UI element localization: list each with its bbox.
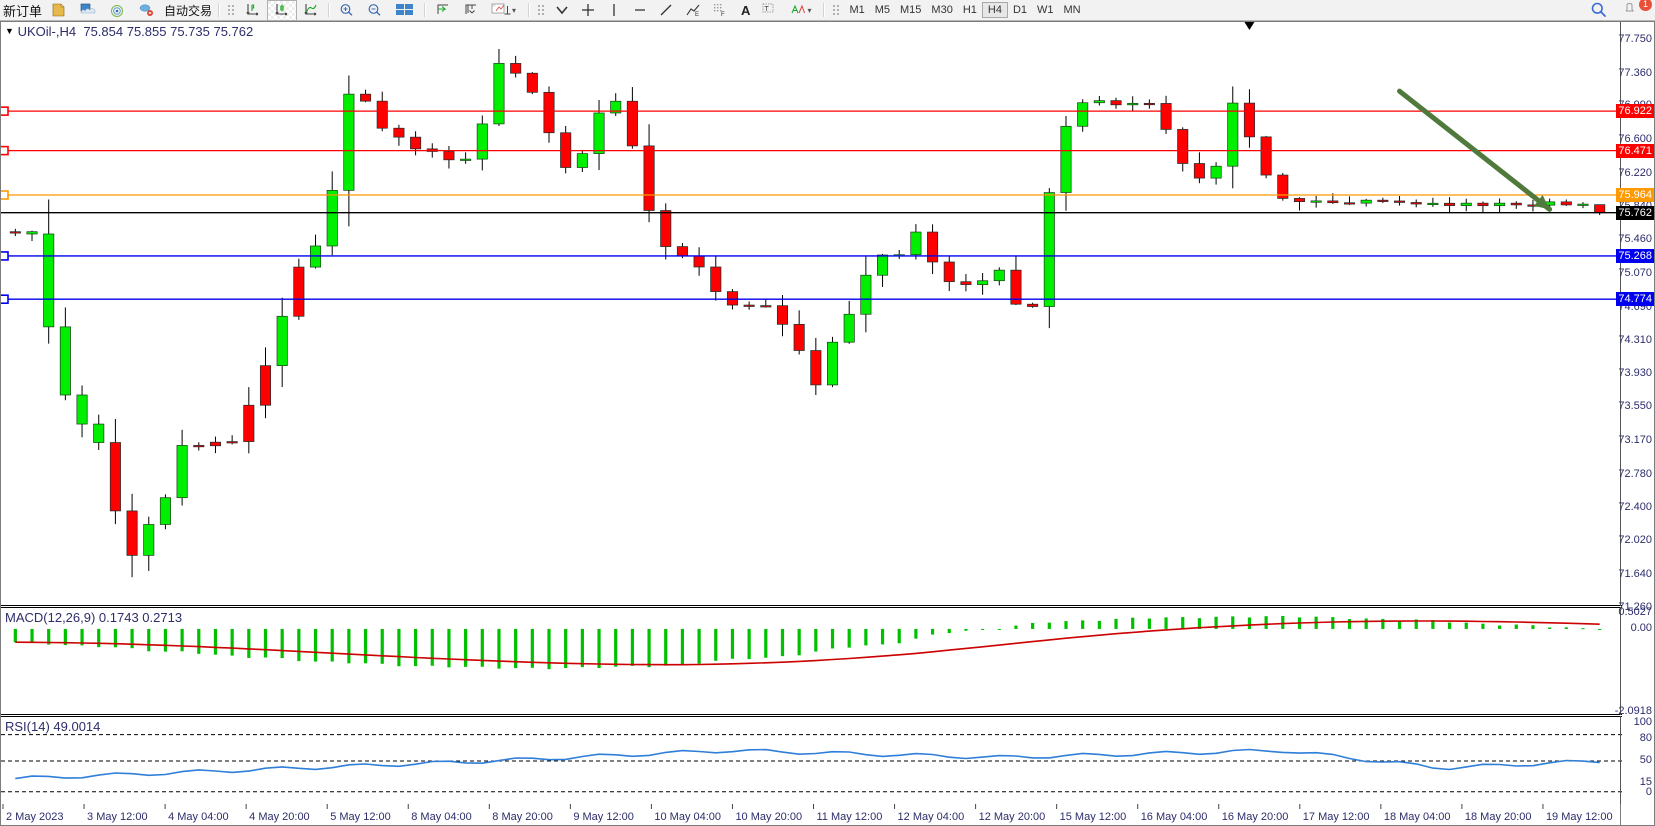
svg-text:12 May 04:00: 12 May 04:00: [898, 811, 965, 823]
svg-text:16 May 20:00: 16 May 20:00: [1222, 811, 1289, 823]
svg-text:4 May 04:00: 4 May 04:00: [168, 811, 229, 823]
svg-text:8 May 04:00: 8 May 04:00: [411, 811, 472, 823]
svg-text:17 May 12:00: 17 May 12:00: [1303, 811, 1370, 823]
svg-text:12 May 20:00: 12 May 20:00: [979, 811, 1046, 823]
svg-text:2 May 2023: 2 May 2023: [6, 811, 63, 823]
svg-text:5 May 12:00: 5 May 12:00: [330, 811, 391, 823]
svg-text:11 May 12:00: 11 May 12:00: [817, 811, 883, 823]
svg-text:18 May 04:00: 18 May 04:00: [1384, 811, 1451, 823]
svg-text:9 May 12:00: 9 May 12:00: [573, 811, 634, 823]
svg-text:10 May 20:00: 10 May 20:00: [735, 811, 802, 823]
svg-text:F: F: [721, 12, 725, 17]
svg-text:4 May 20:00: 4 May 20:00: [249, 811, 310, 823]
svg-text:8 May 20:00: 8 May 20:00: [492, 811, 553, 823]
svg-text:3 May 12:00: 3 May 12:00: [87, 811, 148, 823]
svg-text:15 May 12:00: 15 May 12:00: [1060, 811, 1127, 823]
svg-text:18 May 20:00: 18 May 20:00: [1465, 811, 1532, 823]
svg-text:16 May 04:00: 16 May 04:00: [1141, 811, 1208, 823]
svg-text:E: E: [695, 12, 699, 17]
svg-text:19 May 12:00: 19 May 12:00: [1546, 811, 1613, 823]
svg-text:10 May 04:00: 10 May 04:00: [654, 811, 721, 823]
svg-text:T: T: [765, 6, 770, 13]
